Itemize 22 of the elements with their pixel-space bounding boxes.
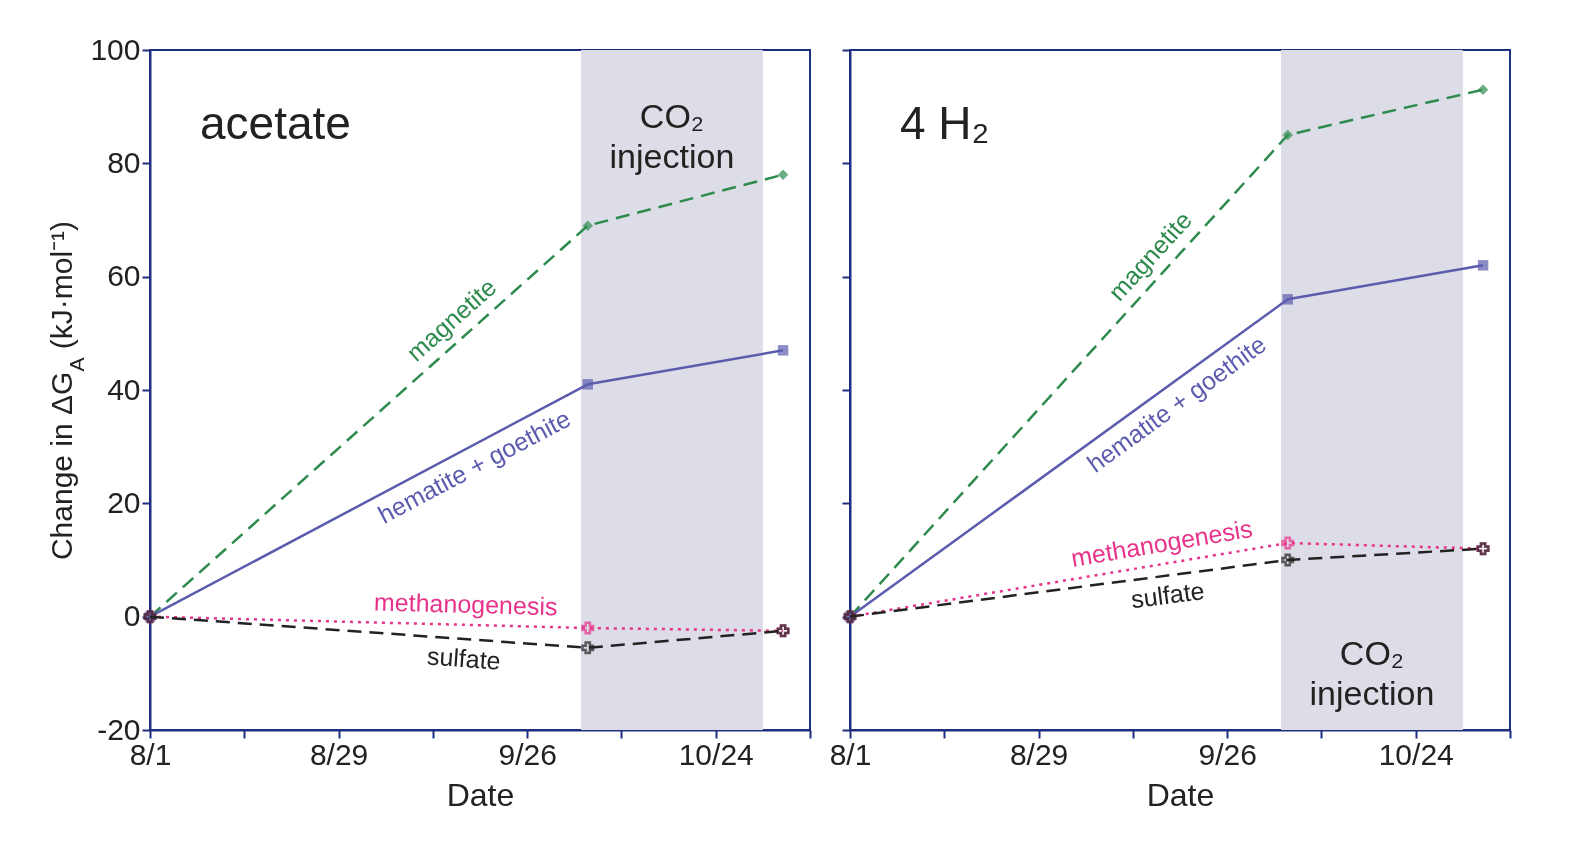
- band-label: CO₂ injection: [1309, 634, 1435, 713]
- y-tick-label: 0: [123, 599, 141, 633]
- band-label: CO₂ injection: [609, 97, 735, 175]
- x-tick-label: 8/1: [829, 737, 872, 771]
- y-tick-label: 20: [107, 485, 141, 519]
- x-tick-label: 9/26: [498, 737, 557, 771]
- y-tick-label: 80: [107, 145, 141, 179]
- y-tick-label: 40: [107, 372, 141, 406]
- x-tick-label: 8/29: [1009, 737, 1069, 771]
- y-tick-label: 60: [107, 259, 141, 293]
- text: acetate: [200, 97, 351, 149]
- x-tick-label: 9/26: [1198, 737, 1257, 771]
- y-tick-label: 100: [90, 32, 141, 66]
- x-axis-title: Date: [1146, 776, 1215, 813]
- text: 4 H₂: [900, 97, 990, 149]
- text: sulfate: [1129, 576, 1206, 614]
- x-tick-label: 8/29: [309, 737, 369, 771]
- series-label: methanogenesis: [373, 587, 558, 621]
- x-tick-label: 10/24: [678, 737, 754, 771]
- x-tick-label: 10/24: [1378, 737, 1454, 771]
- series-label: sulfate: [426, 641, 502, 675]
- x-axis-title: Date: [446, 776, 515, 813]
